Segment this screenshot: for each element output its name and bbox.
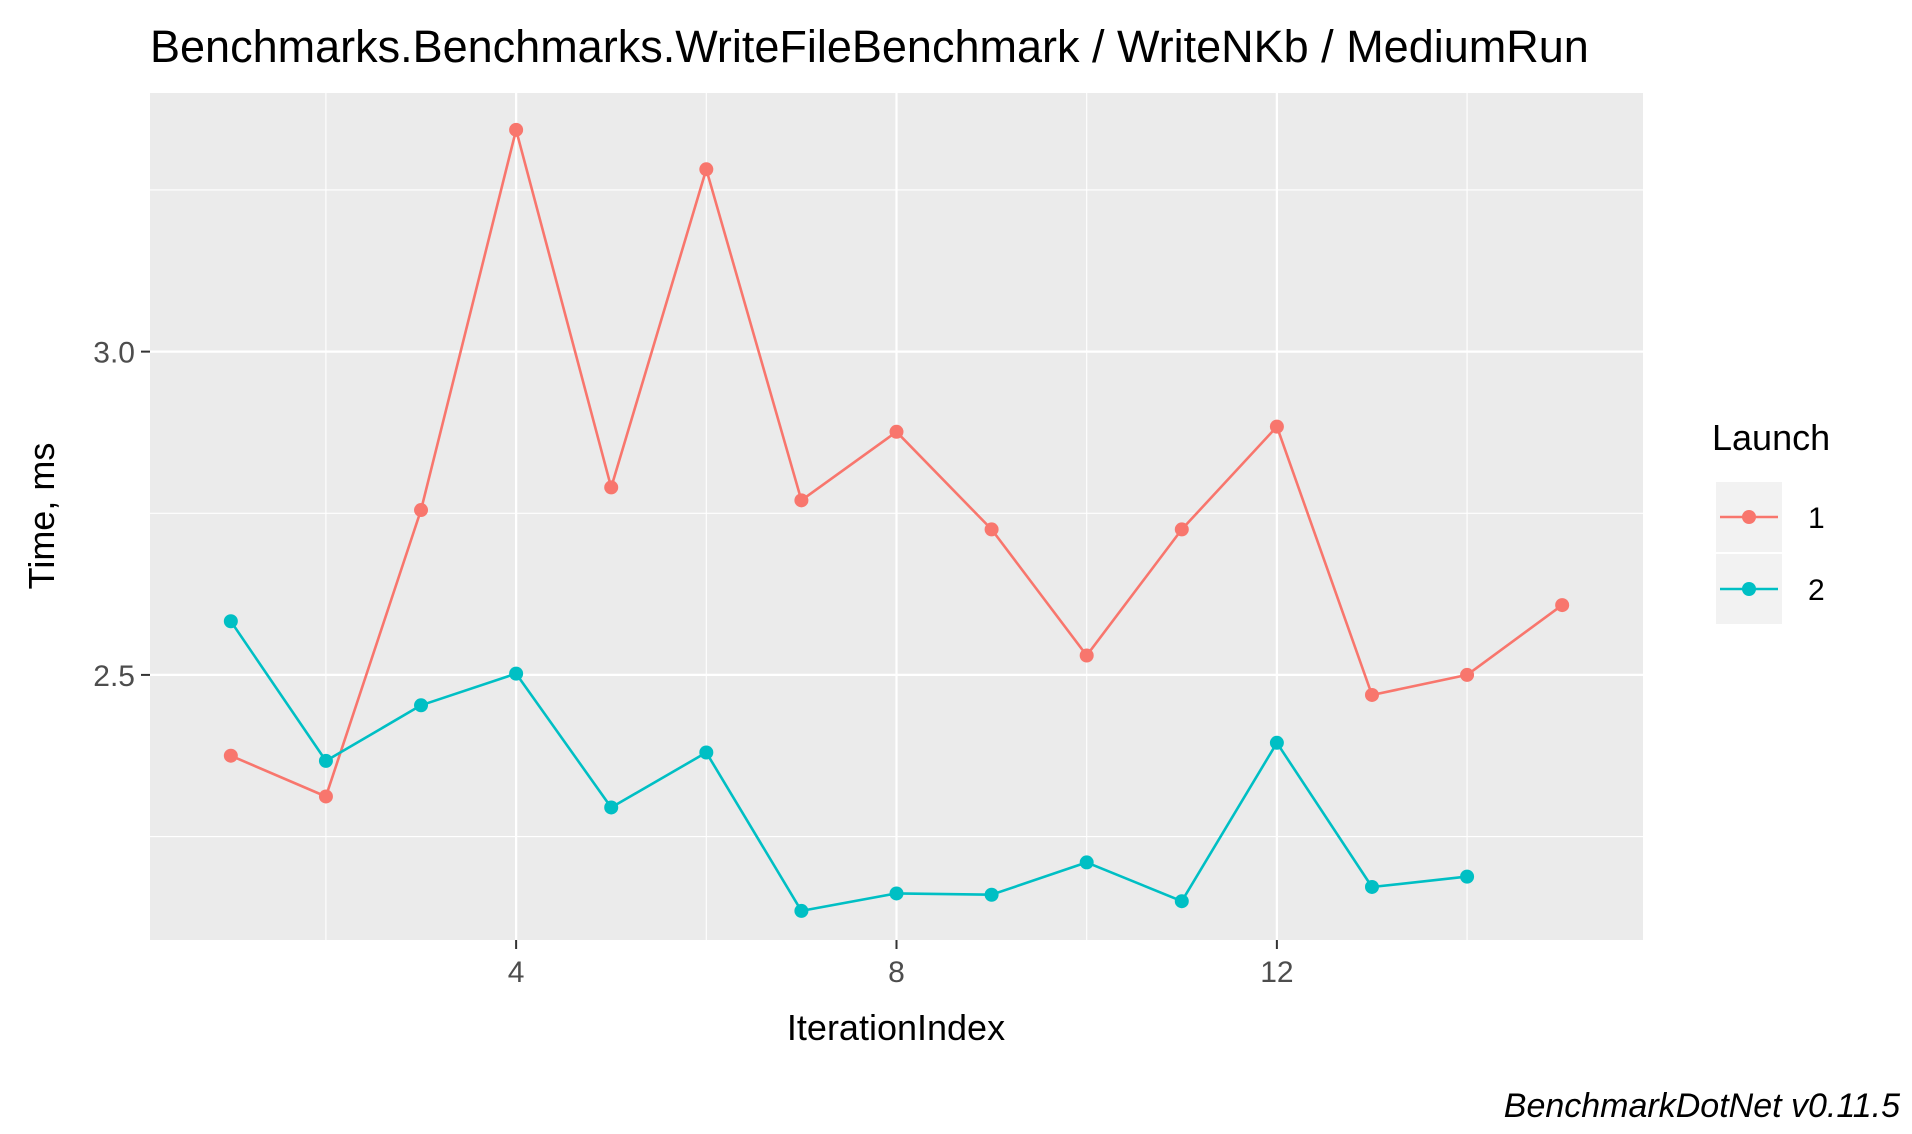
data-point-series-2: [794, 903, 809, 918]
data-point-series-1: [984, 522, 999, 537]
legend-key-point-2: [1742, 582, 1756, 596]
x-tick-label: 12: [1260, 956, 1293, 989]
data-point-series-1: [794, 493, 809, 508]
data-point-series-1: [1460, 667, 1475, 682]
data-point-series-1: [1174, 522, 1189, 537]
legend: 12: [1716, 482, 1825, 624]
data-point-series-2: [509, 666, 524, 681]
data-point-series-1: [1555, 598, 1570, 613]
data-point-series-1: [1079, 648, 1094, 663]
data-point-series-1: [699, 162, 714, 177]
data-point-series-2: [1079, 855, 1094, 870]
data-point-series-1: [414, 503, 429, 518]
data-point-series-2: [1364, 879, 1379, 894]
data-point-series-1: [889, 424, 904, 439]
data-point-series-2: [1174, 894, 1189, 909]
y-axis-label: Time, ms: [21, 443, 62, 590]
series-line-2: [229, 620, 1468, 913]
x-axis-label: IterationIndex: [787, 1007, 1005, 1048]
y-tick-label: 3.0: [93, 337, 135, 370]
data-point-series-1: [318, 789, 333, 804]
data-point-series-2: [318, 753, 333, 768]
data-point-series-2: [699, 745, 714, 760]
legend-label-1: 1: [1808, 502, 1825, 535]
legend-label-2: 2: [1808, 574, 1825, 607]
caption: BenchmarkDotNet v0.11.5: [1504, 1087, 1900, 1125]
legend-title: Launch: [1712, 417, 1830, 458]
x-tick-label: 4: [508, 956, 525, 989]
data-point-series-1: [223, 748, 238, 763]
grid-lines: [150, 93, 1643, 940]
axes: 4 8 12 2.5 3.0: [93, 337, 1293, 989]
data-point-series-2: [414, 698, 429, 713]
data-point-series-2: [1269, 735, 1284, 750]
data-point-series-2: [604, 800, 619, 815]
legend-key-point-1: [1742, 510, 1756, 524]
data-point-series-2: [223, 614, 238, 629]
chart-title: Benchmarks.Benchmarks.WriteFileBenchmark…: [150, 21, 1589, 72]
x-tick-label: 8: [888, 956, 905, 989]
y-tick-label: 2.5: [93, 660, 135, 693]
data-point-series-1: [604, 480, 619, 495]
data-point-series-2: [889, 886, 904, 901]
data-point-series-2: [984, 887, 999, 902]
data-point-series-1: [509, 122, 524, 137]
data-point-series-1: [1269, 419, 1284, 434]
data-point-series-1: [1364, 687, 1379, 702]
series-layer: [223, 122, 1570, 918]
data-point-series-2: [1460, 869, 1475, 884]
